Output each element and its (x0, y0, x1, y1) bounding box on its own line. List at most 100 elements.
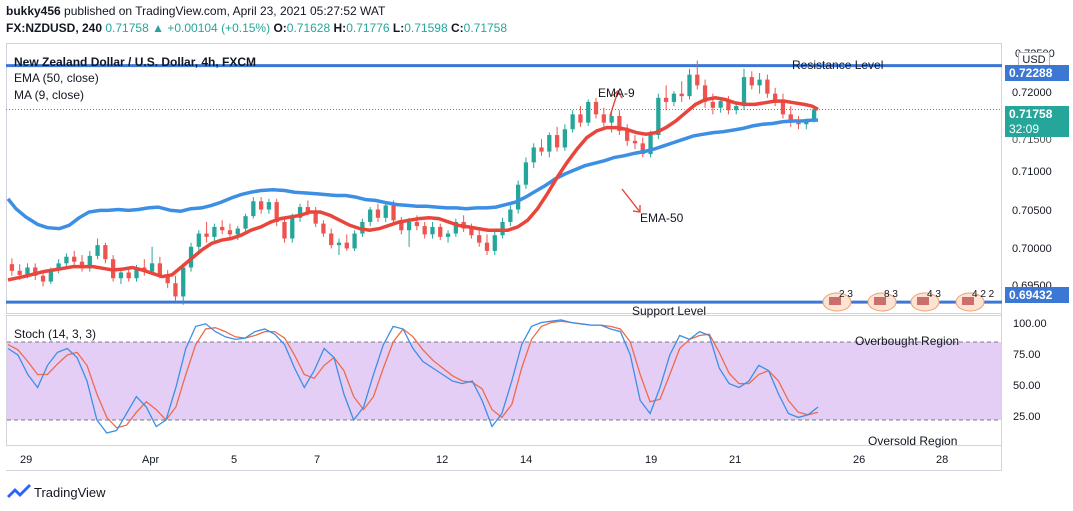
chart-title: New Zealand Dollar / U.S. Dollar, 4h, FX… (14, 55, 257, 69)
candle-body (773, 93, 778, 100)
candle-body (391, 205, 396, 221)
high-value: 0.71776 (346, 21, 390, 35)
candle-body (718, 101, 723, 108)
candle-body (48, 269, 53, 282)
candle-body (648, 135, 653, 155)
brand-name[interactable]: TradingView (34, 485, 106, 500)
event-count: 4 3 (927, 289, 941, 300)
candle-body (321, 223, 326, 234)
tradingview-logo-icon (7, 484, 31, 498)
time-tick: 7 (314, 454, 321, 466)
time-tick: 5 (231, 454, 238, 466)
candle-body (562, 129, 568, 148)
economic-event-badge[interactable]: 8 3 (867, 289, 898, 312)
candle-body (811, 109, 817, 121)
time-tick: 12 (436, 454, 449, 466)
price-change: +0.00104 (+0.15%) (167, 21, 271, 35)
candle-body (687, 74, 692, 97)
time-tick: 14 (520, 454, 533, 466)
candle-body (570, 114, 575, 130)
candle-body (593, 101, 599, 115)
high-label: H: (333, 21, 347, 35)
candle-body (352, 233, 357, 249)
candle-body (586, 101, 591, 123)
candle-body (118, 272, 124, 279)
time-tick: 29 (20, 454, 33, 466)
time-tick: 21 (729, 454, 742, 466)
candle-body (492, 235, 497, 251)
time-tick: 19 (645, 454, 658, 466)
candle-body (663, 97, 669, 102)
candle-body (227, 230, 233, 235)
candle-body (625, 130, 630, 141)
candle-countdown: 32:09 (1005, 121, 1069, 137)
candle-body (796, 122, 801, 125)
candle-body (702, 85, 708, 102)
candle-body (165, 274, 170, 284)
candle-body (422, 226, 427, 235)
resistance-price-tag: 0.72288 (1005, 65, 1069, 81)
candle-body (399, 220, 404, 231)
candle-body (531, 147, 536, 163)
candle-body (578, 114, 583, 123)
ema50-label: EMA-50 (640, 211, 684, 225)
candle-body (617, 116, 622, 131)
us-flag-icon (874, 297, 886, 305)
ohlc-line: FX:NZDUSD, 240 0.71758 ▲ +0.00104 (+0.15… (6, 21, 507, 35)
candle-body (523, 162, 529, 185)
ma-legend: MA (9, close) (14, 88, 85, 102)
candle-body (710, 101, 715, 108)
candle-body (126, 272, 131, 279)
ema-50-line (6, 118, 818, 231)
economic-event-badge[interactable]: 2 3 (822, 289, 853, 312)
candle-body (609, 116, 614, 123)
candle-body (741, 77, 747, 107)
stoch-tick: 100.00 (1013, 318, 1047, 330)
author[interactable]: bukky456 (6, 4, 61, 18)
us-flag-icon (829, 297, 841, 305)
candle-body (726, 101, 731, 111)
price-tick: 0.72000 (1012, 87, 1052, 99)
oversold-label: Oversold Region (868, 434, 958, 448)
ema50-arrow-icon (621, 188, 641, 213)
candle-body (484, 242, 490, 251)
close-label: C: (450, 21, 464, 35)
candle-body (368, 209, 373, 222)
candle-body (788, 114, 793, 123)
candle-body (656, 97, 661, 136)
symbol: FX:NZDUSD, 240 (6, 21, 103, 35)
brand-logo[interactable] (6, 482, 32, 505)
us-flag-icon (962, 297, 974, 305)
candle-body (297, 207, 303, 218)
last-price: 0.71758 (105, 21, 149, 35)
candle-body (56, 263, 61, 270)
candle-body (181, 267, 186, 297)
candle-body (477, 235, 482, 243)
candle-body (679, 93, 684, 97)
candle-body (173, 283, 178, 297)
candle-body (414, 221, 420, 227)
candle-body (445, 233, 451, 237)
candle-body (508, 209, 513, 222)
candle-body (601, 114, 606, 123)
event-badges[interactable]: 2 3 8 3 4 3 4 2 2 (822, 289, 995, 312)
economic-event-badge[interactable]: 4 3 (910, 289, 941, 312)
candle-body (95, 245, 100, 256)
candle-body (103, 245, 108, 260)
candle-body (765, 79, 770, 94)
candle-body (375, 209, 381, 218)
economic-event-badge[interactable]: 4 2 2 (955, 289, 995, 312)
candle-body (734, 106, 739, 111)
candle-body (344, 242, 349, 249)
candle-body (40, 275, 46, 282)
publish-text: published on TradingView.com, April 23, … (64, 4, 386, 18)
stoch-d-line (7, 320, 819, 429)
candle-body (17, 270, 22, 275)
candle-body (266, 202, 272, 210)
candle-body (212, 226, 217, 237)
candle-body (87, 255, 92, 269)
stoch-tick: 75.00 (1013, 349, 1041, 361)
candle-body (453, 221, 458, 234)
candle-body (25, 267, 30, 275)
